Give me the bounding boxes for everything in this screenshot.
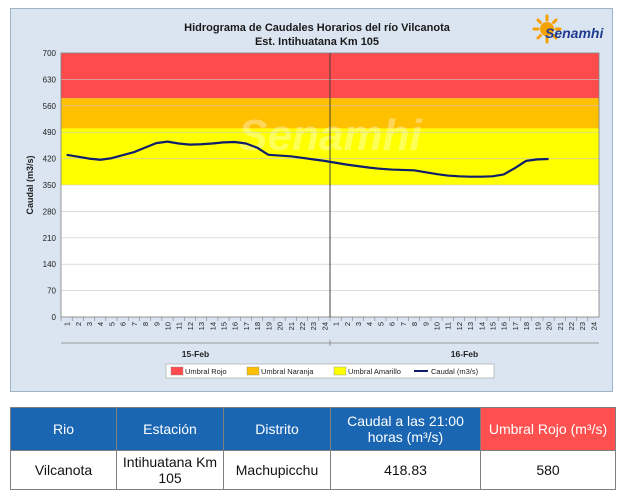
x-tick-label: 7 (130, 322, 139, 326)
y-tick-label: 490 (43, 128, 57, 137)
x-tick-label: 24 (589, 322, 598, 330)
legend-label: Caudal (m3/s) (431, 367, 479, 376)
x-tick-label: 15 (489, 322, 498, 330)
cell-caudal: 418.83 (330, 450, 481, 490)
x-tick-label: 11 (175, 322, 184, 330)
x-tick-label: 17 (511, 322, 520, 330)
cell-distrito: Machupicchu (223, 450, 331, 490)
day-label: 16-Feb (451, 349, 478, 359)
legend-label: Umbral Amarillo (348, 367, 401, 376)
x-tick-label: 2 (74, 322, 83, 326)
x-tick-label: 22 (567, 322, 576, 330)
x-tick-label: 19 (533, 322, 542, 330)
x-tick-label: 17 (242, 322, 251, 330)
x-tick-label: 21 (556, 322, 565, 330)
x-tick-label: 12 (186, 322, 195, 330)
cell-umbral-rojo: 580 (480, 450, 616, 490)
legend-swatch (333, 366, 347, 376)
legend-swatch (246, 366, 260, 376)
x-tick-label: 13 (466, 322, 475, 330)
x-tick-label: 3 (354, 322, 363, 326)
x-tick-label: 3 (85, 322, 94, 326)
series-line-caudal (66, 140, 549, 178)
x-tick-label: 10 (432, 322, 441, 330)
sun-icon (532, 14, 562, 44)
x-tick-label: 11 (444, 322, 453, 330)
x-tick-label: 8 (141, 322, 150, 326)
chart-title: Hidrograma de Caudales Horarios del río … (184, 22, 451, 34)
x-tick-label: 4 (365, 322, 374, 326)
logo-text: Senamhi (545, 25, 604, 41)
x-tick-label: 6 (388, 322, 397, 326)
y-tick-label: 700 (43, 49, 57, 58)
x-tick-label: 1 (332, 322, 341, 326)
x-tick-label: 6 (119, 322, 128, 326)
header-rio: Rio (10, 407, 117, 451)
legend-swatch (170, 366, 184, 376)
y-tick-label: 350 (43, 181, 57, 190)
x-tick-label: 9 (152, 322, 161, 326)
x-tick-label: 12 (455, 322, 464, 330)
x-tick-label: 10 (163, 322, 172, 330)
x-tick-label: 24 (320, 322, 329, 330)
y-tick-label: 70 (47, 287, 56, 296)
x-tick-label: 15 (220, 322, 229, 330)
x-tick-label: 20 (545, 322, 554, 330)
senamhi-logo (532, 14, 606, 50)
x-tick-label: 18 (522, 322, 531, 330)
header-estacion: Estación (116, 407, 224, 451)
y-tick-label: 630 (43, 75, 57, 84)
y-tick-label: 420 (43, 155, 57, 164)
cell-rio: Vilcanota (10, 450, 117, 490)
x-tick-label: 21 (287, 322, 296, 330)
x-tick-label: 4 (96, 322, 105, 326)
x-tick-label: 16 (231, 322, 240, 330)
x-tick-label: 23 (309, 322, 318, 330)
header-distrito: Distrito (223, 407, 331, 451)
y-tick-label: 140 (43, 260, 57, 269)
table-header-row: Rio Estación Distrito Caudal a las 21:00… (10, 407, 616, 451)
legend-label: Umbral Rojo (185, 367, 227, 376)
cell-estacion: Intihuatana Km 105 (116, 450, 224, 490)
table-row: Vilcanota Intihuatana Km 105 Machupicchu… (10, 450, 616, 490)
x-tick-label: 5 (107, 322, 116, 326)
x-tick-label: 20 (276, 322, 285, 330)
day-label: 15-Feb (182, 349, 209, 359)
y-axis-label: Caudal (m3/s) (25, 155, 35, 214)
x-tick-label: 14 (208, 322, 217, 330)
x-tick-label: 19 (264, 322, 273, 330)
y-tick-label: 560 (43, 102, 57, 111)
x-tick-label: 8 (410, 322, 419, 326)
hydrograph-chart: Hidrograma de Caudales Horarios del río … (25, 22, 600, 379)
station-info-table: Rio Estación Distrito Caudal a las 21:00… (10, 407, 616, 490)
x-tick-label: 7 (399, 322, 408, 326)
header-umbral-rojo: Umbral Rojo (m³/s) (480, 407, 616, 451)
x-tick-label: 23 (578, 322, 587, 330)
header-caudal: Caudal a las 21:00 horas (m³/s) (330, 407, 481, 451)
x-tick-label: 5 (376, 322, 385, 326)
legend-label: Umbral Naranja (261, 367, 314, 376)
x-tick-label: 22 (298, 322, 307, 330)
x-tick-label: 18 (253, 322, 262, 330)
chart-subtitle: Est. Intihuatana Km 105 (255, 36, 379, 48)
y-tick-label: 210 (43, 234, 57, 243)
x-tick-label: 1 (63, 322, 72, 326)
y-tick-label: 0 (52, 313, 57, 322)
x-tick-label: 2 (343, 322, 352, 326)
x-tick-label: 13 (197, 322, 206, 330)
y-tick-label: 280 (43, 207, 57, 216)
x-tick-label: 14 (477, 322, 486, 330)
x-tick-label: 16 (500, 322, 509, 330)
x-tick-label: 9 (421, 322, 430, 326)
